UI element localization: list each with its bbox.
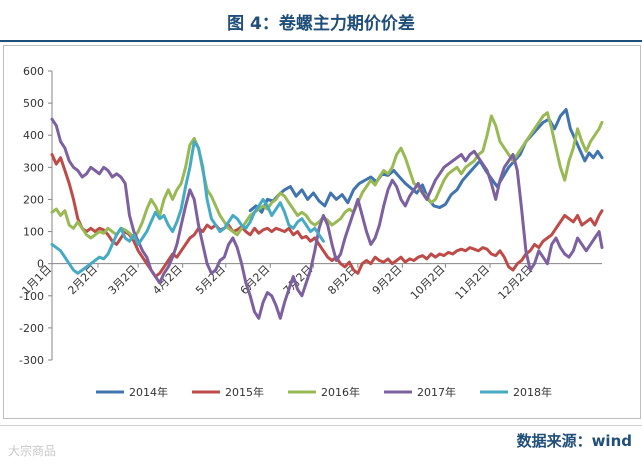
data-source-label: 数据来源：wind [516, 432, 632, 450]
figure-title-bar: 图 4：卷螺主力期价价差 [0, 0, 642, 42]
y-tick-label: 600 [23, 65, 44, 78]
x-tick-label: 10月2日 [408, 263, 448, 303]
watermark-logo: 大宗商品 [8, 444, 57, 458]
figure-title: 图 4：卷螺主力期价价差 [227, 14, 415, 34]
legend-label: 2018年 [513, 385, 552, 399]
y-tick-label: 100 [23, 226, 44, 239]
chart-legend: 2014年 2015年 2016年 2017年 2018年 [96, 385, 552, 399]
x-tick-label: 9月2日 [370, 263, 405, 298]
x-tick-label: 11月2日 [453, 263, 493, 303]
x-tick-label: 8月2日 [325, 263, 360, 298]
legend-label: 2017年 [417, 385, 456, 399]
y-tick-label: -100 [19, 290, 44, 303]
legend-label: 2016年 [321, 385, 360, 399]
legend-label: 2014年 [129, 385, 168, 399]
x-tick-label: 3月2日 [106, 263, 141, 298]
series-line-2018年 [50, 140, 325, 275]
y-tick-label: 300 [23, 161, 44, 174]
y-tick-label: -300 [19, 354, 44, 367]
chart-frame: -300 -200 -100 0 100 200 300 400 500 600 1月1日 2月2日… [3, 45, 641, 419]
series-line-2015年 [50, 153, 604, 278]
plot-lines [50, 108, 604, 320]
y-axis: -300 -200 -100 0 100 200 300 400 500 600 [19, 65, 53, 367]
y-tick-label: -200 [19, 322, 44, 335]
y-tick-label: 500 [23, 97, 44, 110]
y-tick-label: 200 [23, 193, 44, 206]
series-line-2016年 [50, 111, 604, 240]
y-tick-label: 0 [37, 258, 44, 271]
footer-divider [0, 425, 642, 426]
series-line-2017年 [50, 117, 604, 320]
legend-label: 2015年 [225, 385, 264, 399]
y-tick-label: 400 [23, 129, 44, 142]
